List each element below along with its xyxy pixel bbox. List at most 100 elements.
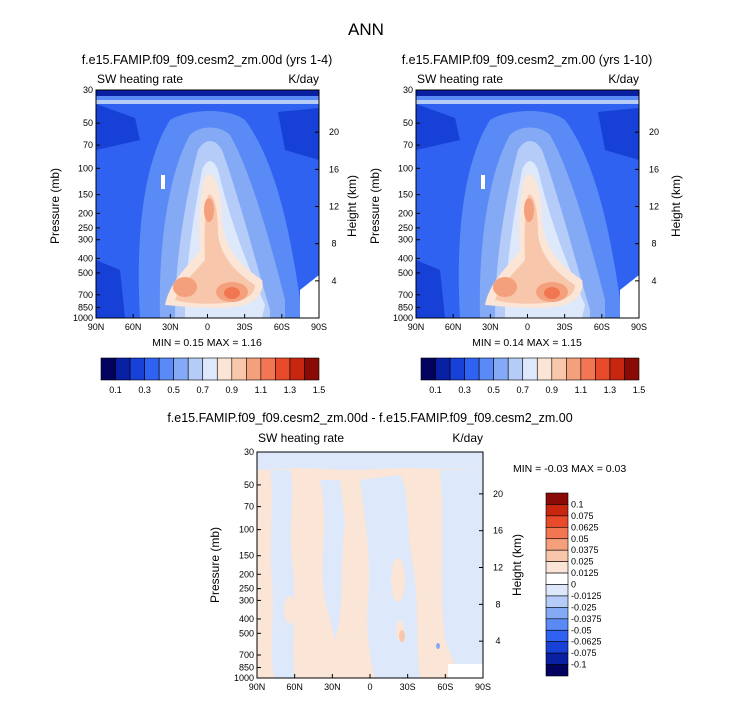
y-tick-label: 250	[239, 584, 254, 594]
colorbar-label: -0.0625	[571, 637, 602, 647]
colorbar-label: 1.5	[313, 385, 326, 395]
x-tick-label: 90N	[88, 322, 105, 332]
y-tick-label: 400	[398, 253, 413, 263]
y-tick-label: 70	[403, 140, 413, 150]
y2-axis-label: Height (km)	[345, 175, 359, 237]
colorbar-box	[545, 652, 569, 665]
colorbar-box	[129, 357, 145, 381]
colorbar-box	[545, 595, 569, 608]
page-title: ANN	[348, 20, 384, 39]
colorbar-box	[545, 527, 569, 540]
panel-title: f.e15.FAMIP.f09_f09.cesm2_zm.00d (yrs 1-…	[82, 53, 333, 67]
y-tick-label: 70	[244, 502, 254, 512]
y2-tick-label: 12	[329, 202, 339, 212]
colorbar-label: 0.5	[167, 385, 180, 395]
colorbar-label: 0.1	[109, 385, 122, 395]
y-tick-label: 30	[403, 85, 413, 95]
y-tick-label: 250	[398, 223, 413, 233]
x-tick-label: 30S	[400, 682, 416, 692]
y-tick-label: 250	[78, 223, 93, 233]
colorbar-box	[144, 357, 160, 381]
y-tick-label: 30	[244, 447, 254, 457]
y-tick-label: 1000	[73, 313, 93, 323]
contour-field	[416, 90, 639, 318]
colorbar-box	[545, 515, 569, 528]
colorbar-label: 1.3	[604, 385, 617, 395]
y-tick-label: 100	[398, 163, 413, 173]
colorbar-label: 0.3	[138, 385, 151, 395]
x-tick-label: 60S	[594, 322, 610, 332]
x-tick-label: 90S	[311, 322, 327, 332]
y-tick-label: 50	[403, 118, 413, 128]
colorbar-box	[522, 357, 538, 381]
y2-tick-label: 8	[331, 239, 336, 249]
y-tick-label: 500	[398, 268, 413, 278]
colorbar-box	[545, 641, 569, 654]
y-tick-label: 50	[83, 118, 93, 128]
y-tick-label: 850	[78, 302, 93, 312]
colorbar-box	[545, 607, 569, 620]
y-axis-label: Pressure (mb)	[368, 168, 382, 244]
y2-tick-label: 4	[331, 276, 336, 286]
colorbar-label: 0.025	[571, 557, 594, 567]
colorbar-label: 1.3	[284, 385, 297, 395]
y2-tick-label: 20	[329, 127, 339, 137]
colorbar-box	[609, 357, 625, 381]
colorbar-box	[289, 357, 305, 381]
colorbar-box	[624, 357, 640, 381]
colorbar-box	[100, 357, 116, 381]
y-tick-label: 850	[398, 302, 413, 312]
colorbar-box	[115, 357, 131, 381]
colorbar-label: 0.0625	[571, 522, 599, 532]
colorbar-label: 0.7	[516, 385, 529, 395]
colorbar-label: 0.3	[458, 385, 471, 395]
colorbar-box	[545, 629, 569, 642]
colorbar-label: 0.0375	[571, 545, 599, 555]
y2-tick-label: 12	[493, 563, 503, 573]
y-axis-label: Pressure (mb)	[208, 527, 222, 603]
panel-model-control: f.e15.FAMIP.f09_f09.cesm2_zm.00 (yrs 1-1…	[368, 53, 683, 395]
x-tick-label: 0	[525, 322, 530, 332]
colorbar-box	[231, 357, 247, 381]
y-axis-label: Pressure (mb)	[48, 168, 62, 244]
y-tick-label: 700	[398, 290, 413, 300]
x-tick-label: 30N	[324, 682, 341, 692]
colorbar-label: 1.5	[633, 385, 646, 395]
y2-axis-label: Height (km)	[510, 534, 524, 596]
x-tick-label: 30S	[557, 322, 573, 332]
colorbar-label: 0.9	[546, 385, 559, 395]
y-tick-label: 1000	[234, 673, 254, 683]
colorbar-label: -0.075	[571, 648, 597, 658]
y-tick-label: 150	[78, 190, 93, 200]
x-tick-label: 30N	[482, 322, 499, 332]
y-tick-label: 850	[239, 663, 254, 673]
colorbar-box	[536, 357, 553, 381]
x-tick-label: 60N	[445, 322, 462, 332]
colorbar-box	[580, 357, 596, 381]
y-tick-label: 100	[239, 525, 254, 535]
y-tick-label: 300	[398, 235, 413, 245]
y-tick-label: 400	[239, 614, 254, 624]
colorbar-box	[545, 561, 569, 574]
colorbar-box	[202, 357, 218, 381]
colorbar-box	[507, 357, 524, 381]
colorbar-label: 0.5	[487, 385, 500, 395]
y-tick-label: 1000	[393, 313, 413, 323]
colorbar-box	[545, 538, 569, 551]
y-tick-label: 400	[78, 253, 93, 263]
y-tick-label: 100	[78, 163, 93, 173]
stats-text: MIN = 0.14 MAX = 1.15	[472, 337, 582, 349]
y2-tick-label: 16	[329, 164, 339, 174]
colorbar-box	[551, 357, 567, 381]
y2-tick-label: 20	[493, 489, 503, 499]
colorbar-label: 0.1	[429, 385, 442, 395]
colorbar-box	[158, 357, 174, 381]
colorbar-label: 0.7	[196, 385, 209, 395]
colorbar-box	[545, 618, 569, 631]
colorbar-box	[173, 357, 189, 381]
contour-field	[96, 90, 319, 318]
axis-ticks: 90N 60N 30N 0 30S 60S 90S 30 50 70 100 150 200 250300…	[234, 447, 503, 692]
y2-tick-label: 16	[493, 526, 503, 536]
x-tick-label: 90S	[475, 682, 491, 692]
x-tick-label: 0	[367, 682, 372, 692]
